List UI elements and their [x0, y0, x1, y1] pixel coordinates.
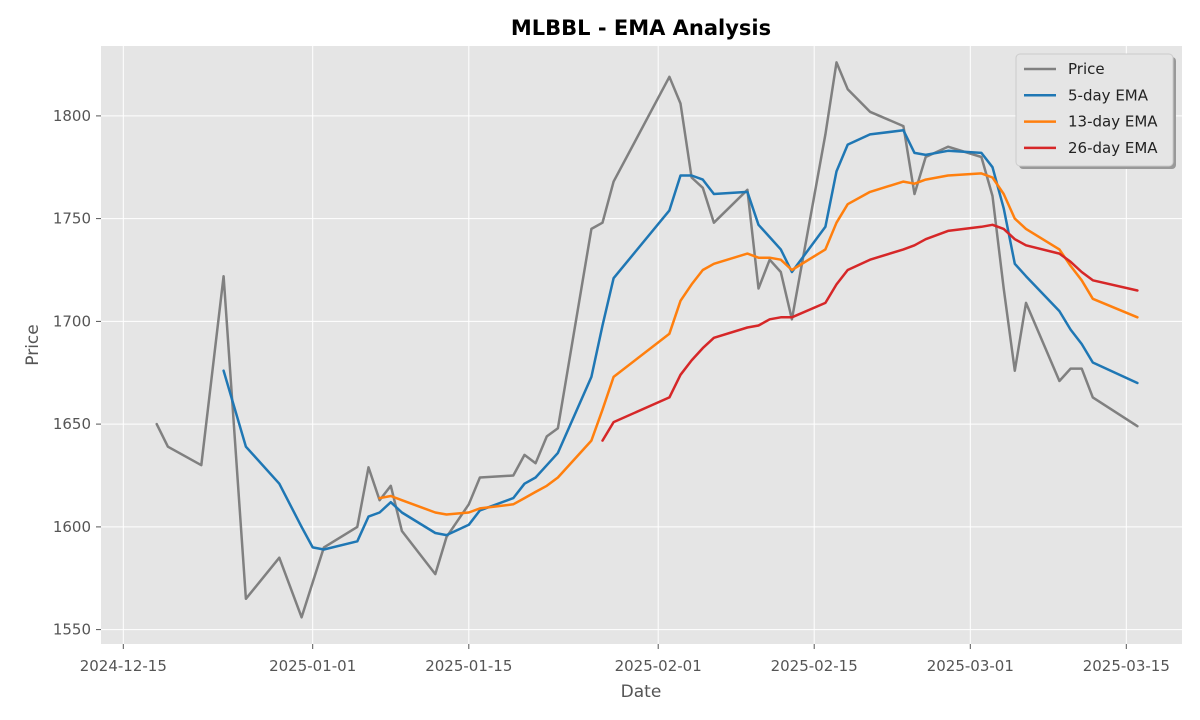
x-tick-label: 2025-02-15: [771, 657, 858, 675]
y-tick-label: 1550: [53, 621, 91, 639]
series-lines: [155, 61, 1139, 619]
x-tick-label: 2025-02-01: [615, 657, 702, 675]
x-tick-label: 2024-12-15: [80, 657, 167, 675]
y-tick-label: 1600: [53, 518, 91, 536]
legend: Price 5-day EMA 13-day EMA 26-day EMA: [1015, 53, 1176, 169]
series-line-5-day-ema: [222, 129, 1139, 551]
x-axis-ticks: 2024-12-15 2025-01-01 2025-01-15 2025-02-01…: [80, 644, 1170, 675]
legend-label-5-day-ema: 5-day EMA: [1068, 86, 1149, 104]
y-tick-label: 1700: [53, 312, 91, 330]
series-line-price: [155, 61, 1139, 619]
plot-area: [101, 46, 1182, 644]
x-tick-label: 2025-01-15: [425, 657, 512, 675]
x-tick-label: 2025-01-01: [269, 657, 356, 675]
series-line-13-day-ema: [378, 172, 1139, 516]
grid-lines: [101, 46, 1182, 644]
y-tick-label: 1750: [53, 210, 91, 228]
series-line-26-day-ema: [601, 223, 1139, 442]
y-tick-label: 1650: [53, 415, 91, 433]
x-axis-label: Date: [621, 682, 662, 702]
x-tick-label: 2025-03-15: [1083, 657, 1170, 675]
chart-title: MLBBL - EMA Analysis: [511, 16, 771, 40]
x-tick-label: 2025-03-01: [927, 657, 1014, 675]
y-axis-ticks: 1550 1600 1650 1700 1750 1800: [53, 107, 101, 639]
y-axis-label: Price: [23, 324, 43, 365]
legend-label-13-day-ema: 13-day EMA: [1068, 113, 1158, 131]
legend-label-26-day-ema: 26-day EMA: [1068, 139, 1158, 157]
legend-box: [1015, 53, 1174, 167]
legend-label-price: Price: [1068, 60, 1105, 78]
y-tick-label: 1800: [53, 107, 91, 125]
